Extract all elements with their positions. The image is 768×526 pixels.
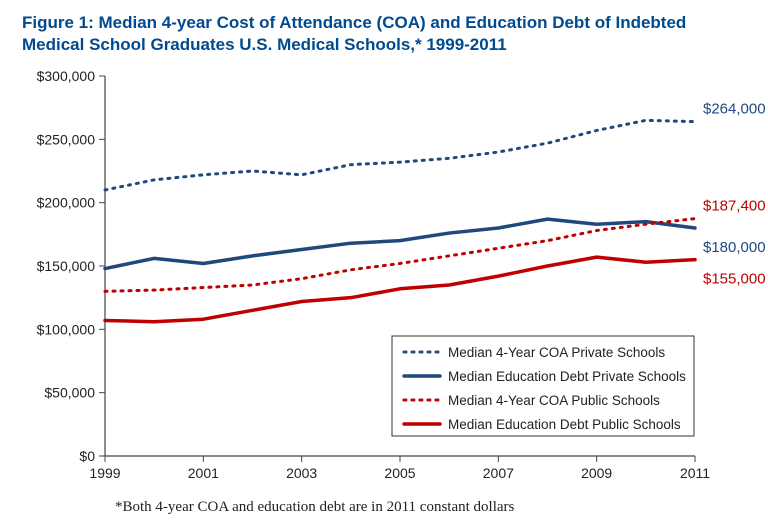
series-end-label: $187,400 bbox=[703, 198, 766, 215]
series-end-label: $180,000 bbox=[703, 239, 766, 256]
figure-container: Figure 1: Median 4-year Cost of Attendan… bbox=[0, 0, 768, 526]
legend-label: Median 4-Year COA Public Schools bbox=[448, 393, 660, 408]
x-tick-label: 2001 bbox=[188, 465, 219, 478]
x-tick-label: 2005 bbox=[384, 465, 415, 478]
title-line-1: Figure 1: Median 4-year Cost of Attendan… bbox=[22, 13, 686, 32]
x-tick-label: 2007 bbox=[483, 465, 514, 478]
figure-footnote: *Both 4-year COA and education debt are … bbox=[115, 499, 514, 516]
series-end-label: $264,000 bbox=[703, 101, 766, 118]
title-line-2: Medical School Graduates U.S. Medical Sc… bbox=[22, 35, 507, 54]
figure-title: Figure 1: Median 4-year Cost of Attendan… bbox=[0, 0, 768, 58]
y-tick-label: $150,000 bbox=[37, 258, 96, 274]
line-chart: $0 $50,000 $100,000 $150,000 $200,000 $250,00… bbox=[0, 58, 768, 478]
series-line bbox=[105, 219, 695, 268]
x-tick-label: 2009 bbox=[581, 465, 612, 478]
series-line bbox=[105, 219, 695, 292]
y-tick-label: $0 bbox=[79, 448, 95, 464]
legend-label: Median Education Debt Private Schools bbox=[448, 369, 686, 384]
y-tick-label: $250,000 bbox=[37, 132, 96, 148]
series-line bbox=[105, 121, 695, 191]
y-tick-label: $100,000 bbox=[37, 322, 96, 338]
legend-label: Median Education Debt Public Schools bbox=[448, 417, 681, 432]
y-tick-label: $300,000 bbox=[37, 68, 96, 84]
x-tick-label: 1999 bbox=[89, 465, 120, 478]
x-tick-label: 2011 bbox=[680, 465, 710, 478]
series-end-label: $155,000 bbox=[703, 271, 766, 288]
y-tick-label: $200,000 bbox=[37, 195, 96, 211]
y-tick-label: $50,000 bbox=[44, 385, 95, 401]
x-tick-label: 2003 bbox=[286, 465, 317, 478]
legend-label: Median 4-Year COA Private Schools bbox=[448, 345, 665, 360]
